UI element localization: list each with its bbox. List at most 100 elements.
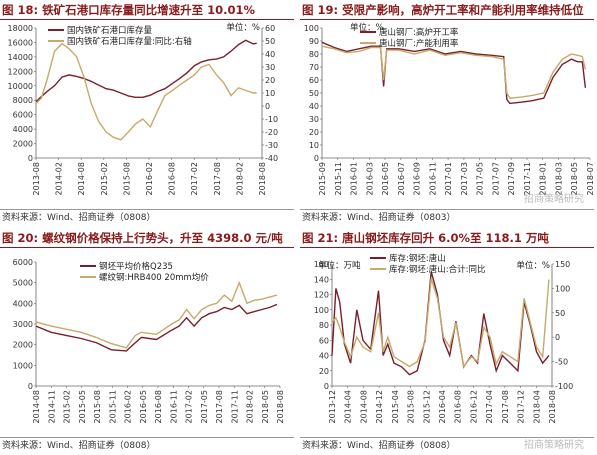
x-tick-label: 2018-02	[246, 390, 255, 423]
x-tick-label: 2017-08	[215, 390, 224, 423]
y-tick-label: 2000	[13, 140, 33, 149]
y-tick-label: 1000	[13, 361, 33, 370]
y-tick-label: 120	[314, 291, 329, 300]
y-right-tick-label: 0	[555, 333, 560, 342]
x-tick-label: 2014-08	[32, 390, 41, 423]
x-tick-label: 2015-08	[407, 390, 416, 423]
title-rule	[300, 19, 594, 20]
y-tick-label: 4000	[13, 299, 33, 308]
y-right-tick-label: -100	[555, 382, 573, 391]
x-tick-label: 2017-12	[517, 390, 526, 423]
x-tick-label: 2017-05	[476, 162, 485, 195]
y-tick-label: 0	[28, 154, 33, 163]
y-tick-label: 6000	[13, 111, 33, 120]
y-tick-label: 140	[314, 275, 329, 284]
x-tick-label: 2018-08	[258, 162, 267, 195]
x-tick-label: 2015-02	[63, 390, 72, 423]
y-right-tick-label: 30	[265, 63, 275, 72]
x-tick-label: 2014-04	[344, 390, 353, 423]
x-tick-label: 2017-11	[523, 162, 532, 195]
chart-fig19: 0 10 20 30 40 50 60 70 80 90 100 2015-09 2015-11 2016…	[304, 22, 595, 195]
chart-fig20: 0 1000 2000 3000 4000 5000 6000 2014-08 2014-11 2…	[13, 258, 285, 423]
panel-fig18: 图 18: 铁矿石港口库存量同比增速升至 10.01% 0 2000 4000 600…	[0, 0, 298, 227]
panel-fig21: 图 21: 唐山钢坯库存回升 6.0%至 118.1 万吨 0 20 40 60 80 1…	[300, 228, 597, 455]
source-rule	[300, 209, 594, 210]
y-right-tick-label: -20	[265, 128, 278, 137]
series-line-1	[321, 41, 587, 105]
y-tick-label: 0	[314, 154, 319, 163]
legend-label-1: 国内铁矿石港口库存量	[67, 25, 153, 36]
x-tick-label: 2014-02	[55, 162, 64, 195]
x-tick-label: 2015-11	[334, 162, 343, 195]
x-tick-label: 2017-08	[501, 390, 510, 423]
unit-label-left: 单位：%	[350, 22, 384, 33]
y-tick-label: 30	[309, 115, 319, 124]
legend-label-2: 国内铁矿石港口库存量:同比:右轴	[67, 36, 192, 47]
y-tick-label: 40	[319, 352, 329, 361]
x-tick-label: 2017-05	[200, 390, 209, 423]
chart-fig18: 0 2000 4000 6000 8000 10000 12000 14000 16000 180…	[8, 22, 279, 195]
y-right-tick-label: 50	[555, 309, 565, 318]
watermark: 招商策略研究	[524, 440, 584, 451]
x-tick-label: 2018-05	[570, 162, 579, 195]
y-tick-label: 8000	[13, 96, 33, 105]
y-right-tick-label: -10	[265, 115, 278, 124]
title-rule	[300, 247, 594, 248]
x-tick-label: 2017-07	[491, 162, 500, 195]
x-tick-label: 2016-07	[397, 162, 406, 195]
x-tick-label: 2016-08	[168, 162, 177, 195]
source-rule	[0, 437, 294, 438]
y-tick-label: 10	[309, 141, 319, 150]
y-right-tick-label: -40	[265, 154, 278, 163]
x-tick-label: 2018-03	[554, 162, 563, 195]
x-tick-label: 2015-04	[391, 390, 400, 423]
y-tick-label: 18000	[8, 24, 33, 33]
y-tick-label: 20	[309, 128, 319, 137]
y-tick-label: 70	[309, 63, 319, 72]
panel-fig20: 图 20: 螺纹钢价格保持上行势头，升至 4398.0 元/吨 0 1000 200…	[0, 228, 298, 455]
y-right-tick-label: 10	[265, 89, 275, 98]
y-tick-label: 90	[309, 37, 319, 46]
x-tick-label: 2016-02	[145, 162, 154, 195]
legend-label-2: 螺纹钢:HRB400 20mm均价	[99, 272, 209, 283]
x-tick-label: 2016-03	[365, 162, 374, 195]
x-tick-label: 2017-03	[460, 162, 469, 195]
y-right-tick-label: 40	[265, 50, 275, 59]
y-tick-label: 12000	[8, 67, 33, 76]
y-right-tick-label: -30	[265, 141, 278, 150]
x-tick-label: 2018-04	[532, 390, 541, 423]
y-tick-label: 3000	[13, 320, 33, 329]
x-tick-label: 2015-08	[122, 162, 131, 195]
chart-title: 图 19: 受限产影响，高炉开工率和产能利用率维持低位	[302, 3, 584, 17]
x-tick-label: 2018-08	[276, 390, 285, 423]
x-tick-label: 2018-02	[235, 162, 244, 195]
series-line-1	[35, 39, 257, 103]
legend-label-1: 钢坯平均价格Q235	[99, 261, 173, 272]
y-tick-label: 100	[314, 306, 329, 315]
watermark: 招商策略研究	[524, 194, 584, 205]
y-tick-label: 40	[309, 102, 319, 111]
series-line-2	[331, 278, 550, 369]
panel-fig19: 图 19: 受限产影响，高炉开工率和产能利用率维持低位 0 10 20 30 40 50 6…	[300, 0, 597, 227]
legend-label-2: 唐山钢厂:产能利用率	[379, 38, 459, 49]
x-tick-label: 2016-11	[428, 162, 437, 195]
y-tick-label: 80	[309, 50, 319, 59]
x-tick-label: 2016-05	[139, 390, 148, 423]
series-line-1	[331, 271, 550, 376]
x-tick-label: 2016-05	[381, 162, 390, 195]
x-tick-label: 2017-02	[190, 162, 199, 195]
y-tick-label: 100	[304, 24, 319, 33]
unit-label-right: 单位：%	[516, 260, 550, 271]
y-tick-label: 60	[319, 336, 329, 345]
chart-source: 资料来源：Wind、招商证券（0808）	[2, 441, 156, 451]
chart-title: 图 20: 螺纹钢价格保持上行势头，升至 4398.0 元/吨	[2, 231, 283, 245]
series-line-2	[35, 280, 278, 349]
y-tick-label: 0	[324, 382, 329, 391]
x-tick-label: 2014-12	[375, 390, 384, 423]
x-tick-label: 2015-05	[78, 390, 87, 423]
y-right-tick-label: 20	[265, 76, 275, 85]
x-tick-label: 2017-11	[230, 390, 239, 423]
series-line-1	[35, 303, 278, 352]
x-tick-label: 2016-01	[350, 162, 359, 195]
x-tick-label: 2015-12	[422, 390, 431, 423]
